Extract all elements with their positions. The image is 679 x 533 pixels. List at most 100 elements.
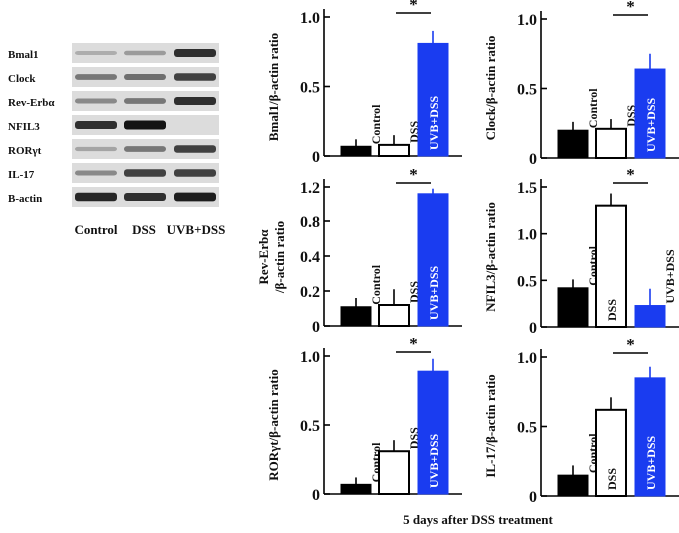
y-tick-label: 0 [312,149,320,166]
bar-dss [378,143,410,158]
y-tick-label: 0.5 [517,273,537,290]
y-tick-label: 1.5 [517,180,537,197]
bar-uvb-dss [634,68,666,159]
y-tick-label: 1.0 [517,350,537,367]
y-axis-label: RORγt/β-actin ratio [266,369,281,481]
blot-row-label: Rev-Erbα [8,97,55,109]
blot-row-label: IL-17 [8,169,35,181]
bar-uvb-dss [634,377,666,497]
bar-dss [595,127,627,159]
blot-strip [72,139,219,159]
y-tick-label: 0 [529,489,537,506]
significance-star: * [626,165,635,184]
y-tick-label: 0 [529,320,537,337]
significance-star: * [409,165,418,184]
blot-lane-label: DSS [132,222,156,237]
blot-strip [72,187,219,207]
category-label: Control [369,104,383,144]
blot-row-label: RORγt [8,145,42,157]
y-axis-label: Bmal1/β-actin ratio [266,33,281,141]
y-axis-label: /β-actin ratio [272,221,287,294]
significance-star: * [626,0,635,16]
y-tick-label: 0.5 [300,418,320,435]
y-axis-label: Rev-Erbα [256,229,271,285]
category-label: DSS [605,468,619,490]
blot-band [124,169,166,177]
blot-band [124,98,166,104]
western-blot: Bmal1 Clock Rev-Erbα NFIL3 RORγt IL-17 B-actin… [8,43,225,237]
category-label: UVB+DSS [663,249,677,304]
blot-strip [72,67,219,87]
blot-strip [72,91,219,111]
blot-band [174,48,216,58]
category-label: Control [369,264,383,304]
y-tick-label: 0.5 [517,420,537,437]
blot-band [174,96,216,106]
blot-band [75,74,117,80]
blot-lane-label: Control [74,222,117,237]
y-tick-label: 0.4 [300,249,320,266]
category-label: UVB+DSS [427,95,441,150]
y-tick-label: 0 [529,151,537,168]
category-label: DSS [605,299,619,321]
y-tick-label: 0.5 [300,80,320,97]
y-tick-label: 0.8 [300,214,320,231]
bar-chart-panel: 0 0.2 0.4 0.8 1.2 Rev-Erbα/β-actin ratio Contr… [256,165,462,336]
y-tick-label: 0.5 [517,82,537,99]
blot-band [75,170,117,176]
blot-band [75,192,117,202]
blot-band [174,169,216,177]
significance-star: * [409,334,418,353]
bar-dss [595,204,627,329]
y-tick-label: 1.0 [517,227,537,244]
blot-row-label: Bmal1 [8,49,39,61]
y-axis-label: NFIL3/β-actin ratio [483,202,498,312]
bar-control [557,129,589,159]
category-label: UVB+DSS [427,433,441,488]
blot-band [124,120,166,130]
bar-uvb-dss [417,370,449,495]
blot-band [124,146,166,152]
bar-uvb-dss [417,42,449,157]
bar-control [340,306,372,327]
y-tick-label: 0 [312,487,320,504]
bar-control [340,145,372,157]
blot-strip [72,43,219,63]
blot-lane-label: UVB+DSS [167,222,226,237]
bar-charts: 0 0.5 1.0 Bmal1/β-actin ratio Control DSS UVB+… [256,0,679,506]
bar-control [557,474,589,497]
y-tick-label: 1.0 [517,12,537,29]
bar-dss [378,304,410,327]
significance-star: * [409,0,418,14]
category-label: UVB+DSS [644,97,658,152]
blot-band [174,73,216,81]
blot-band [174,145,216,153]
bar-control [557,287,589,328]
bar-dss [595,408,627,498]
blot-band [174,192,216,202]
figure-caption: 5 days after DSS treatment [403,512,553,527]
blot-band [124,192,166,202]
blot-band [124,74,166,80]
y-axis-label: IL-17/β-actin ratio [483,374,498,477]
bar-dss [378,450,410,495]
blot-band [75,146,117,152]
y-tick-label: 0.2 [300,284,320,301]
blot-band [75,51,117,55]
y-tick-label: 1.0 [300,349,320,366]
blot-row-label: Clock [8,73,36,85]
y-tick-label: 1.0 [300,10,320,27]
category-label: UVB+DSS [644,435,658,490]
y-tick-label: 1.2 [300,180,320,197]
bar-control [340,483,372,495]
blot-band [124,50,166,56]
blot-row-label: B-actin [8,193,42,205]
blot-band [75,120,117,130]
bar-uvb-dss [417,193,449,327]
